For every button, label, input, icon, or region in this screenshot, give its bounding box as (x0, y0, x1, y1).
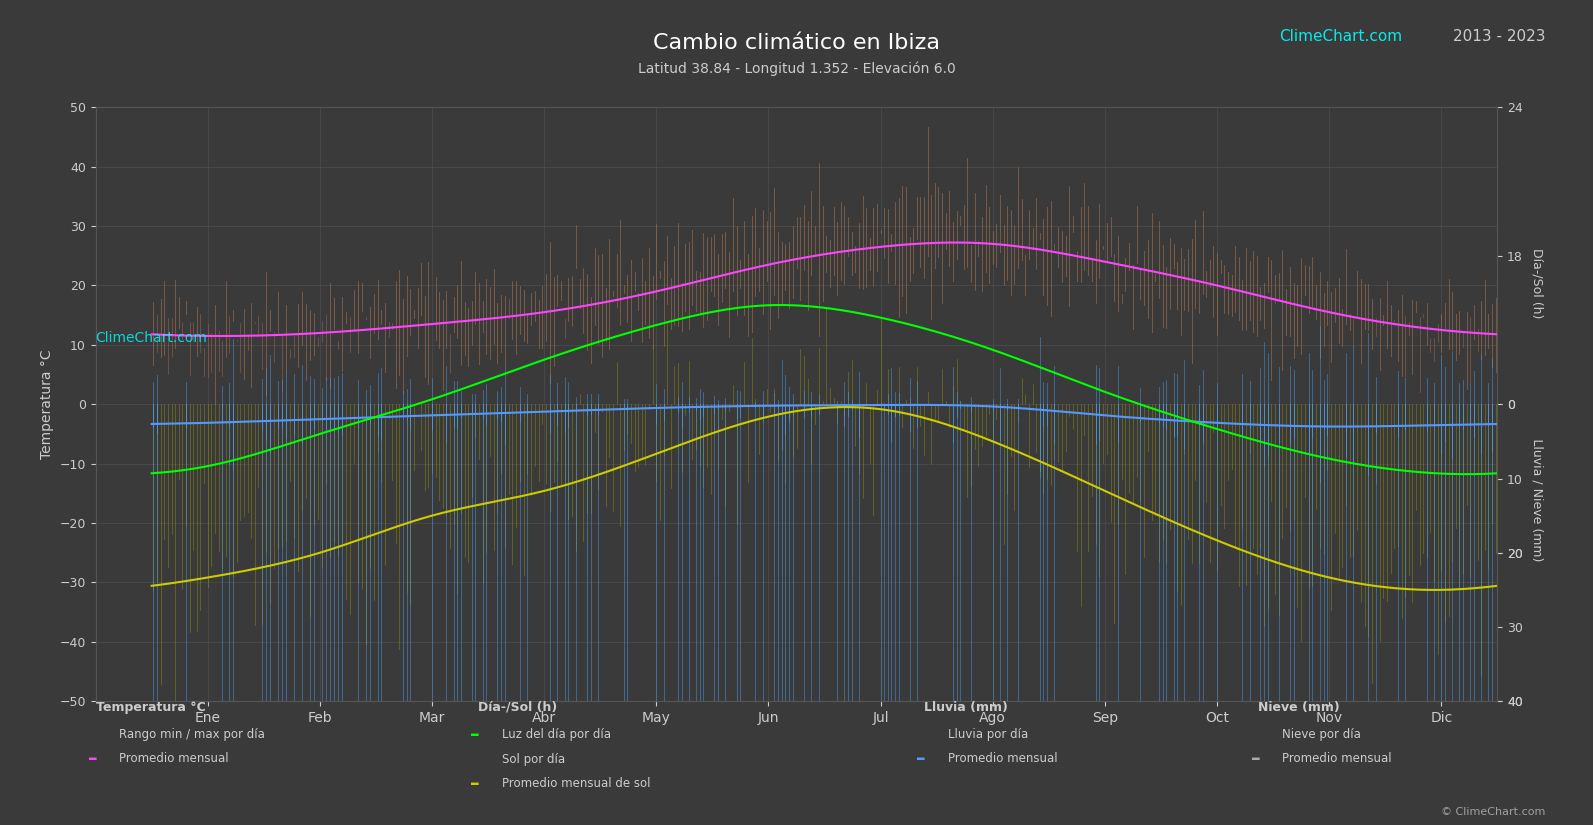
Y-axis label: Día-/Sol (h)                              Lluvia / Nieve (mm): Día-/Sol (h) Lluvia / Nieve (mm) (1531, 248, 1544, 561)
Text: Latitud 38.84 - Longitud 1.352 - Elevación 6.0: Latitud 38.84 - Longitud 1.352 - Elevaci… (637, 62, 956, 77)
Text: Rango min / max por día: Rango min / max por día (119, 728, 266, 741)
Y-axis label: Temperatura °C: Temperatura °C (40, 350, 54, 459)
Text: Temperatura °C: Temperatura °C (96, 700, 205, 714)
Text: –: – (470, 724, 479, 744)
Text: ClimeChart.com: ClimeChart.com (1279, 29, 1402, 44)
Text: –: – (470, 774, 479, 794)
Text: Promedio mensual: Promedio mensual (948, 752, 1058, 766)
Text: © ClimeChart.com: © ClimeChart.com (1440, 807, 1545, 817)
Text: Cambio climático en Ibiza: Cambio climático en Ibiza (653, 33, 940, 53)
Text: –: – (88, 749, 97, 769)
Text: ClimeChart.com: ClimeChart.com (96, 332, 207, 345)
Text: Nieve (mm): Nieve (mm) (1258, 700, 1340, 714)
Text: Promedio mensual: Promedio mensual (119, 752, 229, 766)
Text: Lluvia por día: Lluvia por día (948, 728, 1027, 741)
Text: Lluvia (mm): Lluvia (mm) (924, 700, 1008, 714)
Text: Día-/Sol (h): Día-/Sol (h) (478, 700, 558, 714)
Text: –: – (1251, 749, 1260, 769)
Text: Promedio mensual: Promedio mensual (1282, 752, 1392, 766)
Text: Promedio mensual de sol: Promedio mensual de sol (502, 777, 650, 790)
Text: Sol por día: Sol por día (502, 752, 566, 766)
Text: –: – (916, 749, 926, 769)
Text: Luz del día por día: Luz del día por día (502, 728, 610, 741)
Text: 2013 - 2023: 2013 - 2023 (1453, 29, 1545, 44)
Text: Nieve por día: Nieve por día (1282, 728, 1362, 741)
